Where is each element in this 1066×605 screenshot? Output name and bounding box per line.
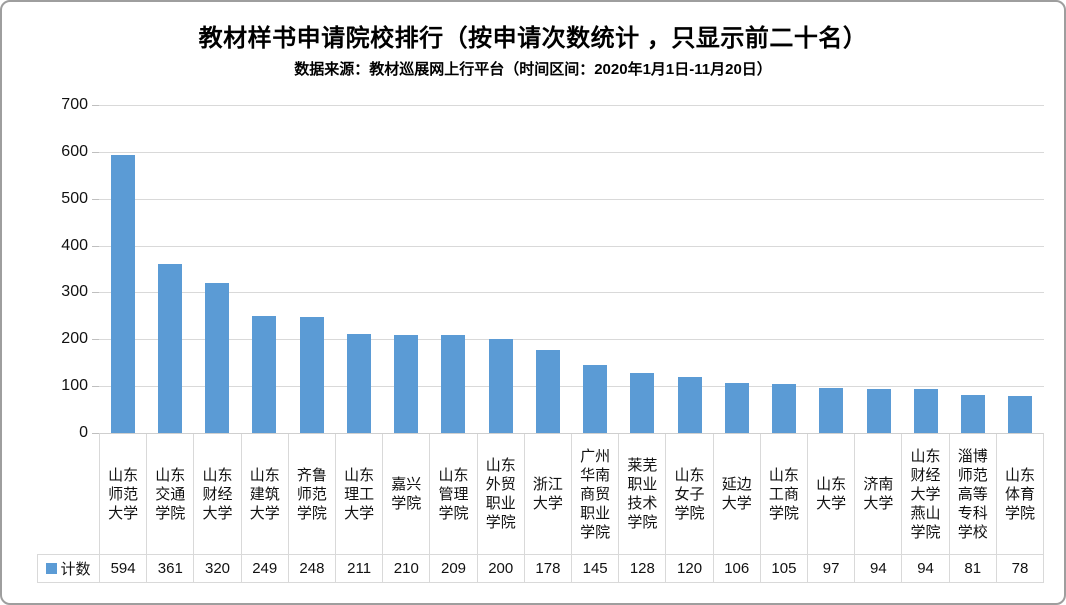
y-axis-label: 400 (61, 236, 88, 254)
value-cell: 361 (147, 555, 195, 582)
category-label: 山东工商学院 (761, 434, 809, 554)
bar (157, 264, 182, 433)
y-axis-label: 100 (61, 377, 88, 395)
legend-cell: 计数 (38, 555, 100, 582)
value-cell: 209 (430, 555, 478, 582)
bar (1008, 396, 1033, 433)
bar (583, 365, 608, 433)
category-label: 山东体育学院 (1004, 466, 1035, 522)
category-label: 齐鲁师范学院 (289, 434, 337, 554)
bar (299, 317, 324, 433)
gridline (99, 339, 1044, 341)
y-axis-label: 300 (61, 283, 88, 301)
gridline (99, 386, 1044, 388)
bar (488, 339, 513, 433)
category-axis: 山东师范大学 山东交通学院 山东财经大学 山东建筑大学 齐鲁师范学院 山东理工大学 嘉兴学院… (99, 433, 1044, 554)
value-cell: 594 (100, 555, 148, 582)
category-label: 嘉兴学院 (383, 434, 431, 554)
category-label: 山东大学 (808, 434, 856, 554)
value-cell: 320 (194, 555, 242, 582)
y-tick-mark (92, 245, 99, 247)
category-label: 山东财经大学 (194, 434, 242, 554)
category-label: 山东管理学院 (430, 434, 478, 554)
chart-title: 教材样书申请院校排行（按申请次数统计 ，只显示前二十名） (198, 25, 868, 52)
category-label: 山东师范大学 (100, 434, 148, 554)
category-label: 山东财经大学燕山学院 (902, 434, 950, 554)
value-cell: 200 (478, 555, 525, 582)
value-cell: 248 (289, 555, 337, 582)
category-label: 延边大学 (714, 434, 761, 554)
y-axis-label: 0 (79, 424, 88, 441)
value-cell: 249 (242, 555, 289, 582)
legend-swatch-icon (46, 563, 58, 574)
legend-series-label: 计数 (60, 561, 91, 578)
y-axis-label: 500 (61, 189, 88, 207)
bar (346, 334, 371, 433)
bar (110, 155, 135, 433)
category-label: 济南大学 (855, 434, 903, 554)
value-cell: 94 (855, 555, 903, 582)
value-cell: 178 (525, 555, 573, 582)
bar (724, 383, 749, 433)
category-label: 莱芜职业技术学院 (619, 434, 667, 554)
gridline (99, 105, 1044, 106)
category-label: 广州华南商贸职业学院 (572, 434, 620, 554)
gridline (99, 245, 1044, 247)
value-cell: 78 (1011, 560, 1029, 577)
category-label: 山东女子学院 (666, 434, 714, 554)
category-label: 山东理工大学 (336, 434, 384, 554)
y-axis-label: 200 (61, 330, 88, 348)
category-label: 浙江大学 (525, 434, 573, 554)
y-axis-label: 700 (61, 96, 88, 113)
bar (772, 384, 797, 433)
bar (677, 377, 702, 433)
value-cell: 106 (714, 555, 761, 582)
y-tick-mark (92, 105, 99, 106)
bar (441, 335, 466, 433)
y-tick-mark (92, 339, 99, 341)
value-cell: 97 (808, 555, 856, 582)
bar (913, 389, 938, 433)
y-tick-mark (92, 151, 99, 153)
bar (961, 395, 986, 433)
category-label: 山东交通学院 (147, 434, 195, 554)
value-cell: 211 (336, 555, 384, 582)
data-table-row: 计数 594 361 320 249 248 211 210 209 200 178 145 128 1… (37, 554, 1044, 583)
bar (252, 316, 277, 433)
gridline (99, 151, 1044, 153)
value-cell: 210 (383, 555, 431, 582)
gridline (99, 198, 1044, 200)
gridline (99, 292, 1044, 294)
value-cell: 145 (572, 555, 620, 582)
y-axis-label: 600 (61, 142, 88, 160)
value-cell: 81 (950, 555, 997, 582)
category-label: 淄博师范高等专科学校 (950, 434, 997, 554)
bar (394, 335, 419, 433)
value-cell: 94 (902, 555, 950, 582)
category-label: 山东外贸职业学院 (478, 434, 525, 554)
y-tick-mark (92, 198, 99, 200)
bar (630, 373, 655, 433)
value-cell: 105 (761, 555, 809, 582)
y-tick-mark (92, 292, 99, 294)
y-tick-mark (92, 386, 99, 388)
plot-area (99, 105, 1044, 433)
category-label: 山东建筑大学 (242, 434, 289, 554)
bar (535, 350, 560, 433)
value-cell: 120 (666, 555, 714, 582)
bar (819, 388, 844, 433)
bar (205, 283, 230, 433)
value-cell: 128 (619, 555, 667, 582)
bar (866, 389, 891, 433)
y-tick-mark (92, 433, 99, 434)
chart-subtitle: 数据来源：教材巡展网上行平台（时间区间：2020年1月1日-11月20日） (294, 61, 772, 78)
